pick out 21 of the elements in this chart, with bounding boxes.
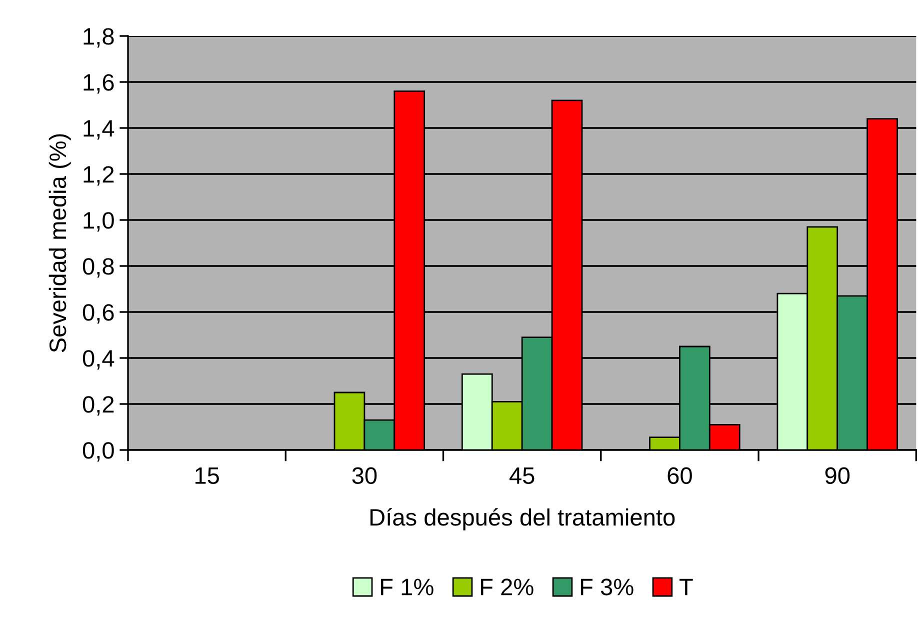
x-tick-label: 45 [509,468,534,484]
y-tick-label: 1,0 [84,212,114,232]
legend-label: F 3% [580,578,634,596]
x-tick-label: 15 [195,468,219,484]
y-tick-label: 0,8 [82,258,114,278]
legend-label: F 1% [381,578,434,596]
y-tick-label: 1,6 [84,74,114,94]
y-tick-label: 1,8 [84,28,114,48]
y-tick-label: 0,0 [82,442,114,462]
x-tick-label: 60 [668,467,692,484]
y-tick-label: 0,2 [82,396,114,416]
legend-label: F 2% [480,578,534,596]
y-axis-title: Severidad media (%) [48,134,71,352]
legend-label: T [680,578,693,596]
y-tick-label: 1,4 [84,120,114,140]
x-axis-title: Días después del tratamiento [370,508,675,530]
x-tick-label: 90 [825,467,850,484]
y-tick-label: 1,2 [84,166,114,186]
x-tick-label: 30 [352,467,377,484]
y-tick-label: 0,6 [82,304,114,324]
y-tick-label: 0,4 [82,350,114,370]
